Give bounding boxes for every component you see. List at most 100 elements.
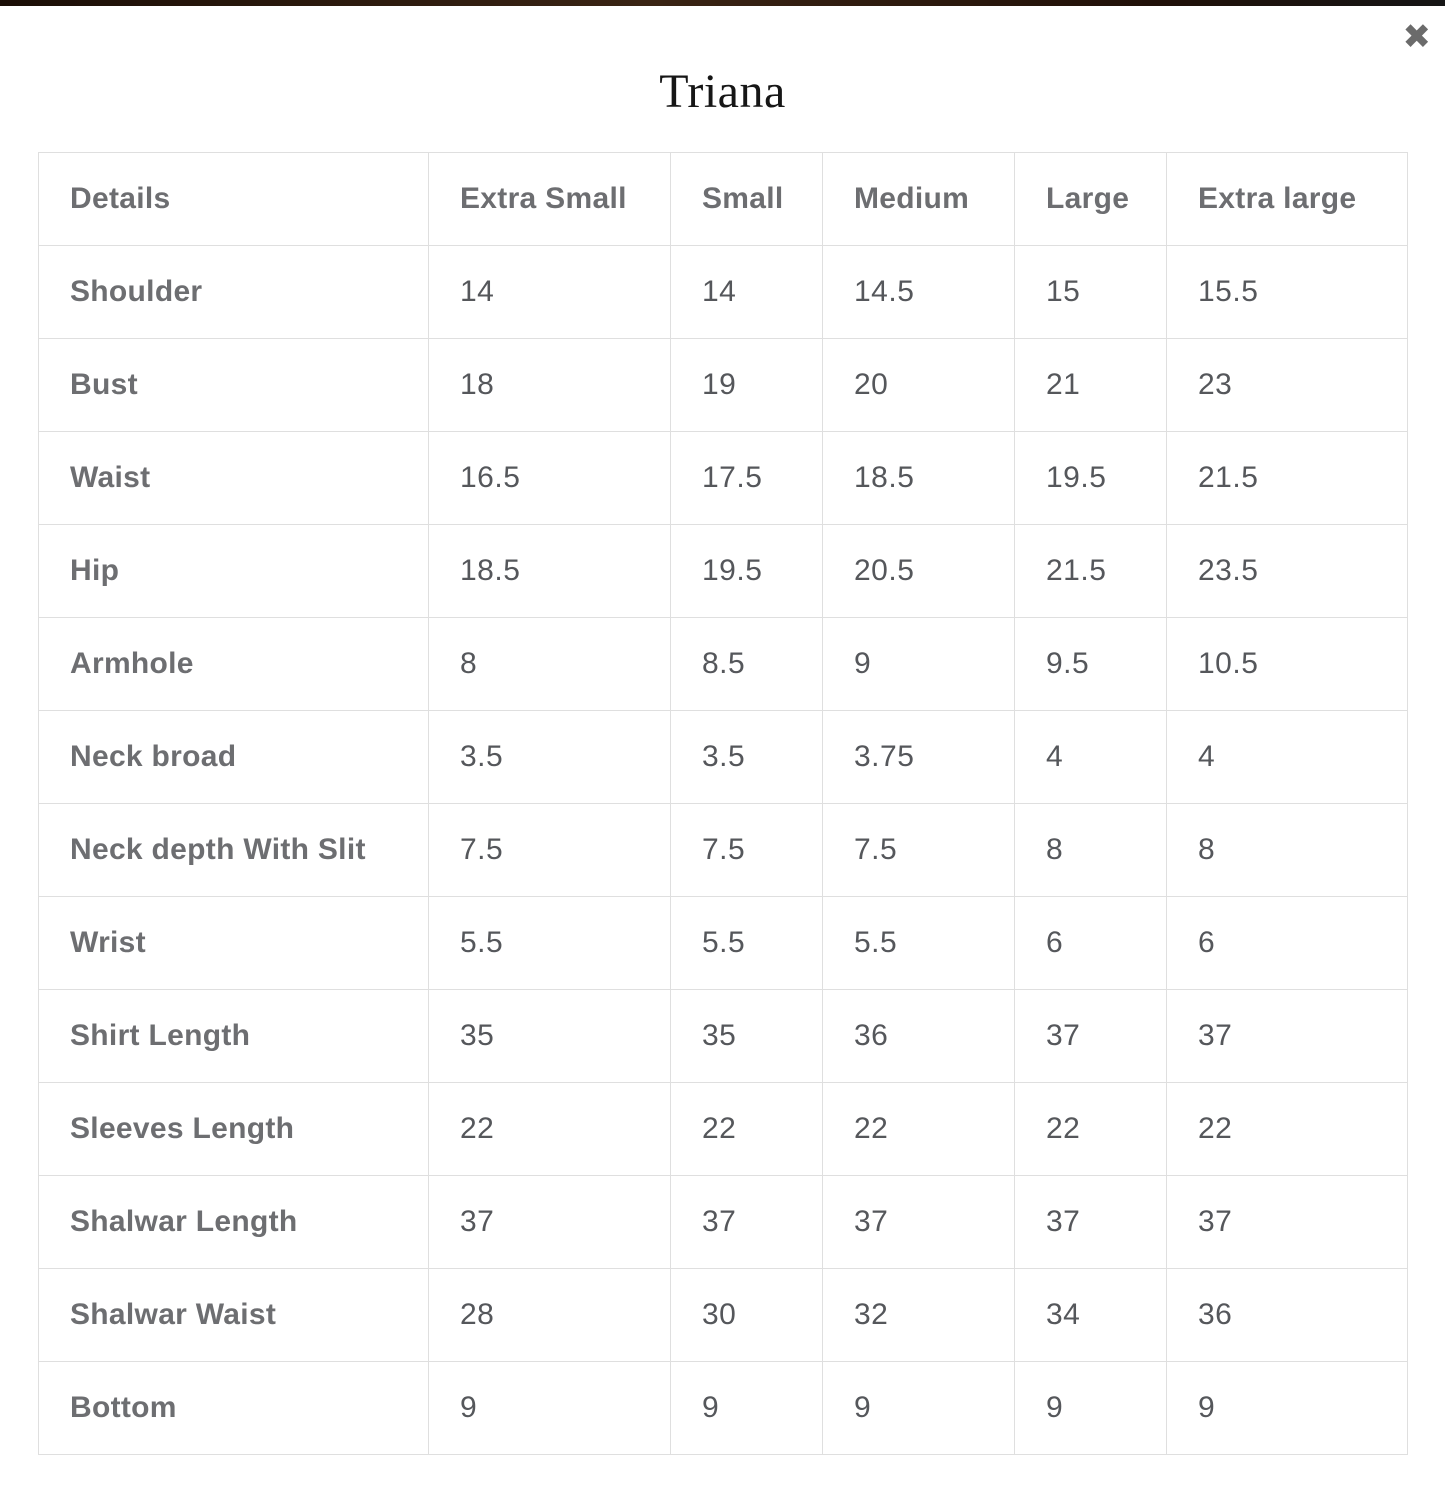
cell-value: 14 bbox=[670, 245, 823, 339]
cell-value: 9 bbox=[1014, 1361, 1167, 1455]
cell-value: 4 bbox=[1014, 710, 1167, 804]
cell-value: 6 bbox=[1014, 896, 1167, 990]
cell-value: 18 bbox=[428, 338, 671, 432]
cell-value: 5.5 bbox=[670, 896, 823, 990]
cell-value: 14.5 bbox=[822, 245, 1015, 339]
row-label: Waist bbox=[38, 431, 429, 525]
cell-value: 8 bbox=[428, 617, 671, 711]
cell-value: 22 bbox=[1166, 1082, 1408, 1176]
row-label: Sleeves Length bbox=[38, 1082, 429, 1176]
row-label: Shoulder bbox=[38, 245, 429, 339]
table-row: Hip 18.5 19.5 20.5 21.5 23.5 bbox=[38, 524, 1408, 618]
row-label: Neck depth With Slit bbox=[38, 803, 429, 897]
table-row: Shirt Length 35 35 36 37 37 bbox=[38, 989, 1408, 1083]
cell-value: 3.5 bbox=[670, 710, 823, 804]
cell-value: 9 bbox=[670, 1361, 823, 1455]
close-button[interactable]: ✖ bbox=[1403, 20, 1432, 54]
row-label: Shalwar Length bbox=[38, 1175, 429, 1269]
cell-value: 7.5 bbox=[670, 803, 823, 897]
cell-value: 9 bbox=[822, 1361, 1015, 1455]
cell-value: 23.5 bbox=[1166, 524, 1408, 618]
cell-value: 8 bbox=[1166, 803, 1408, 897]
cell-value: 3.75 bbox=[822, 710, 1015, 804]
cell-value: 18.5 bbox=[822, 431, 1015, 525]
cell-value: 34 bbox=[1014, 1268, 1167, 1362]
cell-value: 16.5 bbox=[428, 431, 671, 525]
cell-value: 9 bbox=[822, 617, 1015, 711]
cell-value: 4 bbox=[1166, 710, 1408, 804]
column-header-small: Small bbox=[670, 152, 823, 246]
cell-value: 19 bbox=[670, 338, 823, 432]
cell-value: 15 bbox=[1014, 245, 1167, 339]
table-row: Waist 16.5 17.5 18.5 19.5 21.5 bbox=[38, 431, 1408, 525]
row-label: Neck broad bbox=[38, 710, 429, 804]
table-row: Sleeves Length 22 22 22 22 22 bbox=[38, 1082, 1408, 1176]
cell-value: 19.5 bbox=[670, 524, 823, 618]
table-row: Wrist 5.5 5.5 5.5 6 6 bbox=[38, 896, 1408, 990]
column-header-large: Large bbox=[1014, 152, 1167, 246]
table-header: Details Extra Small Small Medium Large Extra … bbox=[38, 152, 1408, 246]
cell-value: 9 bbox=[428, 1361, 671, 1455]
table-row: Armhole 8 8.5 9 9.5 10.5 bbox=[38, 617, 1408, 711]
row-label: Hip bbox=[38, 524, 429, 618]
column-header-extra-small: Extra Small bbox=[428, 152, 671, 246]
cell-value: 21.5 bbox=[1014, 524, 1167, 618]
cell-value: 19.5 bbox=[1014, 431, 1167, 525]
table-row: Shoulder 14 14 14.5 15 15.5 bbox=[38, 245, 1408, 339]
row-label: Armhole bbox=[38, 617, 429, 711]
cell-value: 8.5 bbox=[670, 617, 823, 711]
row-label: Bottom bbox=[38, 1361, 429, 1455]
table-body: Shoulder 14 14 14.5 15 15.5 Bust 18 19 20 21 23 Wais… bbox=[38, 245, 1408, 1455]
cell-value: 5.5 bbox=[822, 896, 1015, 990]
row-label: Bust bbox=[38, 338, 429, 432]
row-label: Shalwar Waist bbox=[38, 1268, 429, 1362]
row-label: Shirt Length bbox=[38, 989, 429, 1083]
table-row: Neck depth With Slit 7.5 7.5 7.5 8 8 bbox=[38, 803, 1408, 897]
cell-value: 20 bbox=[822, 338, 1015, 432]
table-row: Bust 18 19 20 21 23 bbox=[38, 338, 1408, 432]
page-background-strip bbox=[0, 0, 1445, 6]
column-header-details: Details bbox=[38, 152, 429, 246]
cell-value: 21.5 bbox=[1166, 431, 1408, 525]
cell-value: 10.5 bbox=[1166, 617, 1408, 711]
size-chart-table: Details Extra Small Small Medium Large Extra … bbox=[38, 152, 1408, 1455]
cell-value: 32 bbox=[822, 1268, 1015, 1362]
cell-value: 8 bbox=[1014, 803, 1167, 897]
column-header-medium: Medium bbox=[822, 152, 1015, 246]
cell-value: 18.5 bbox=[428, 524, 671, 618]
cell-value: 7.5 bbox=[428, 803, 671, 897]
cell-value: 28 bbox=[428, 1268, 671, 1362]
cell-value: 21 bbox=[1014, 338, 1167, 432]
cell-value: 37 bbox=[1014, 989, 1167, 1083]
cell-value: 3.5 bbox=[428, 710, 671, 804]
close-icon: ✖ bbox=[1402, 17, 1432, 57]
cell-value: 36 bbox=[822, 989, 1015, 1083]
cell-value: 5.5 bbox=[428, 896, 671, 990]
table-row: Bottom 9 9 9 9 9 bbox=[38, 1361, 1408, 1455]
column-header-extra-large: Extra large bbox=[1166, 152, 1408, 246]
cell-value: 22 bbox=[1014, 1082, 1167, 1176]
cell-value: 37 bbox=[822, 1175, 1015, 1269]
cell-value: 22 bbox=[670, 1082, 823, 1176]
cell-value: 15.5 bbox=[1166, 245, 1408, 339]
table-row: Shalwar Length 37 37 37 37 37 bbox=[38, 1175, 1408, 1269]
cell-value: 35 bbox=[428, 989, 671, 1083]
table-row: Neck broad 3.5 3.5 3.75 4 4 bbox=[38, 710, 1408, 804]
cell-value: 23 bbox=[1166, 338, 1408, 432]
cell-value: 36 bbox=[1166, 1268, 1408, 1362]
cell-value: 6 bbox=[1166, 896, 1408, 990]
page-title: Triana bbox=[659, 65, 786, 118]
cell-value: 14 bbox=[428, 245, 671, 339]
cell-value: 37 bbox=[670, 1175, 823, 1269]
cell-value: 30 bbox=[670, 1268, 823, 1362]
header-row: Details Extra Small Small Medium Large Extra … bbox=[38, 152, 1408, 246]
cell-value: 37 bbox=[1166, 1175, 1408, 1269]
cell-value: 22 bbox=[428, 1082, 671, 1176]
cell-value: 37 bbox=[1166, 989, 1408, 1083]
cell-value: 37 bbox=[428, 1175, 671, 1269]
cell-value: 20.5 bbox=[822, 524, 1015, 618]
cell-value: 37 bbox=[1014, 1175, 1167, 1269]
cell-value: 22 bbox=[822, 1082, 1015, 1176]
cell-value: 35 bbox=[670, 989, 823, 1083]
